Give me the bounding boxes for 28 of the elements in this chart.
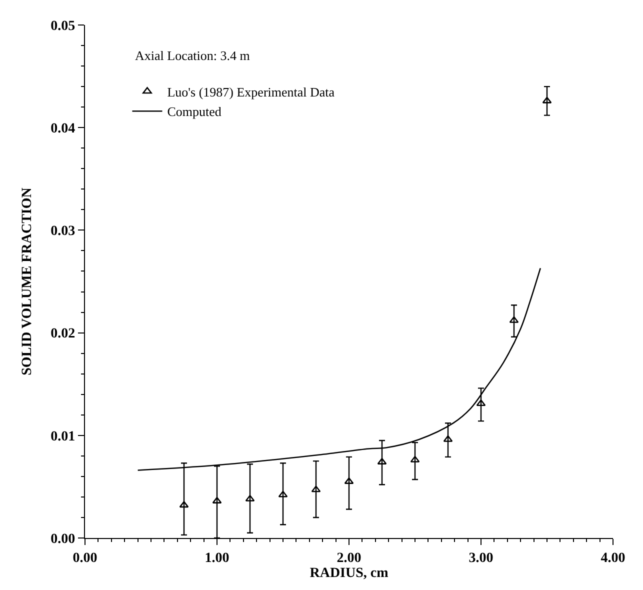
point xyxy=(509,316,519,323)
point xyxy=(476,399,486,406)
legend-label: Computed xyxy=(167,104,222,120)
point xyxy=(410,456,420,462)
y-tick-label: 0.04 xyxy=(50,122,76,136)
y-axis-title: SOLID VOLUME FRACTION xyxy=(20,188,36,376)
point xyxy=(179,501,189,508)
point xyxy=(245,494,255,502)
point xyxy=(542,96,552,104)
x-axis-title: RADIUS, cm xyxy=(310,566,389,582)
y-tick-label: 0.05 xyxy=(50,18,76,34)
point xyxy=(278,490,288,498)
legend-label: Luo's (1987) Experimental Data xyxy=(167,84,335,100)
x-tick-label: 0.00 xyxy=(72,550,98,566)
point xyxy=(344,477,354,484)
point xyxy=(311,486,321,492)
y-tick-label: 0.03 xyxy=(50,224,76,240)
y-tick-label: 0.00 xyxy=(50,532,76,547)
y-tick-label: 0.02 xyxy=(50,326,76,342)
annotation: Axial Location: 3.4 m xyxy=(135,48,250,63)
point xyxy=(212,496,222,504)
x-tick-label: 2.00 xyxy=(336,550,362,566)
y-tick-label: 0.01 xyxy=(50,429,76,444)
x-tick-label: 4.00 xyxy=(600,550,626,566)
x-tick-label: 3.00 xyxy=(468,550,494,566)
x-tick-label: 1.00 xyxy=(204,550,230,566)
point xyxy=(443,435,453,442)
point xyxy=(377,458,387,464)
